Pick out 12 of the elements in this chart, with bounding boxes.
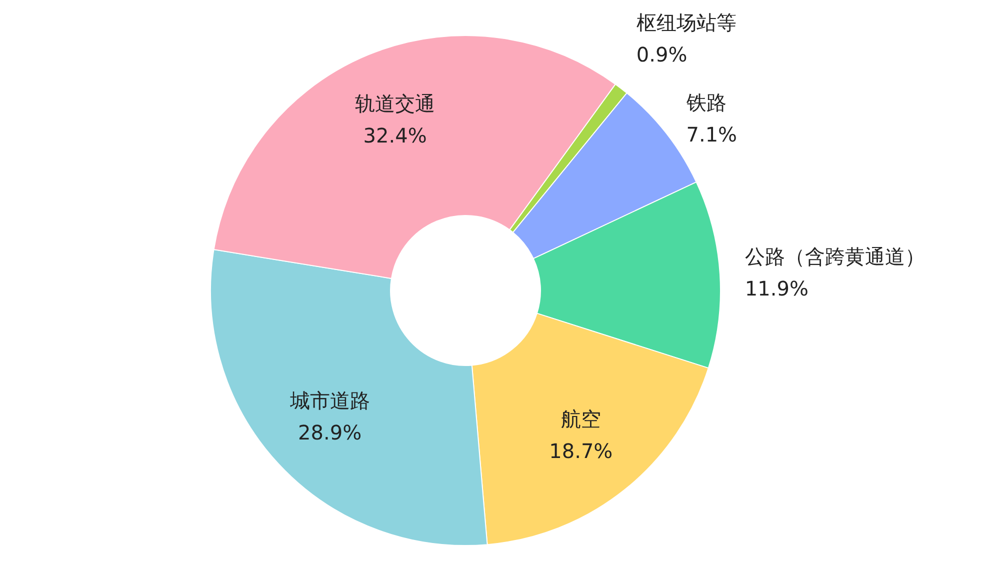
data-label: 7.1% [686,122,738,146]
slice-label: 公路（含跨黄通道） [744,244,925,268]
data-label: 18.7% [549,439,613,464]
data-label: 28.9% [298,420,362,444]
data-label: 11.9% [744,276,808,300]
slice-label: 城市道路 [288,388,370,412]
slice-label: 航空 [560,407,601,432]
slice-label: 枢纽场站等 [636,10,736,35]
data-label: 0.9% [636,42,688,67]
slice-label: 轨道交通 [355,91,436,116]
data-label: 32.4% [363,123,427,148]
slice-label: 铁路 [685,90,726,114]
